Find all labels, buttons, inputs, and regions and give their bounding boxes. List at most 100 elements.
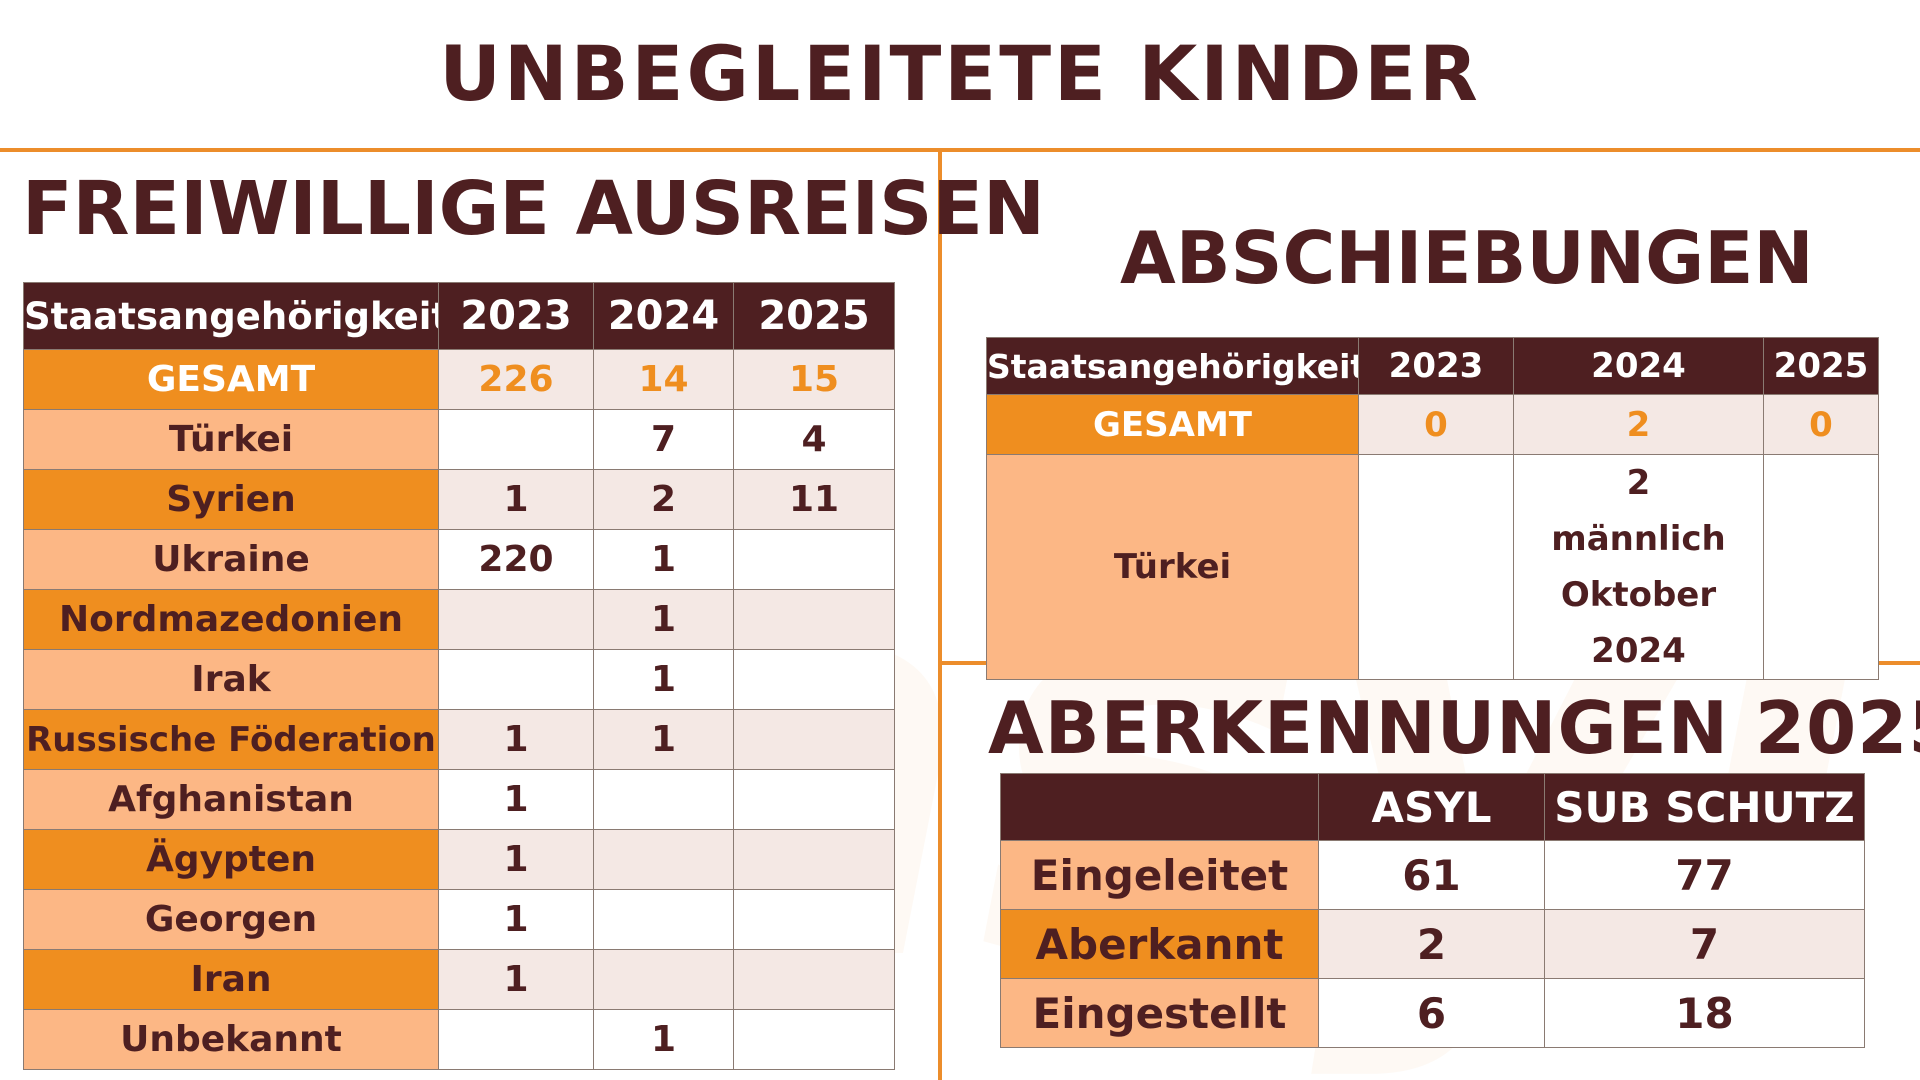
table-cell xyxy=(733,589,895,650)
total-value: 15 xyxy=(733,349,895,410)
column-header: 2025 xyxy=(733,282,895,350)
row-label: Russische Föderation xyxy=(23,709,439,770)
column-header: 2023 xyxy=(1358,337,1514,395)
total-value: 14 xyxy=(593,349,734,410)
abschiebungen-heading: ABSCHIEBUNGEN xyxy=(1120,216,1814,300)
table-header-row: Staatsangehörigkeit 2023 2024 2025 xyxy=(23,282,895,350)
table-row: Aberkannt 2 7 xyxy=(1000,909,1865,979)
column-header: Staatsangehörigkeit xyxy=(986,337,1359,395)
table-cell: 220 xyxy=(438,529,594,590)
abschiebungen-table: Staatsangehörigkeit 2023 2024 2025 GESAM… xyxy=(986,337,1879,680)
table-cell: 1 xyxy=(438,469,594,530)
table-cell xyxy=(593,889,734,950)
table-cell xyxy=(733,649,895,710)
divider-vertical xyxy=(938,150,942,1080)
table-row: Nordmazedonien 1 xyxy=(23,589,895,650)
row-label: Türkei xyxy=(23,409,439,470)
column-header: 2024 xyxy=(1513,337,1764,395)
table-cell xyxy=(733,709,895,770)
table-cell: 61 xyxy=(1318,840,1545,910)
table-row: Syrien 1 2 11 xyxy=(23,469,895,530)
total-value: 2 xyxy=(1513,394,1764,455)
row-label: Syrien xyxy=(23,469,439,530)
total-value: 0 xyxy=(1763,394,1879,455)
row-label: Ukraine xyxy=(23,529,439,590)
row-label: Iran xyxy=(23,949,439,1010)
table-cell: 2 xyxy=(593,469,734,530)
row-label: Eingeleitet xyxy=(1000,840,1319,910)
table-cell: 6 xyxy=(1318,978,1545,1048)
column-header: 2024 xyxy=(593,282,734,350)
table-cell xyxy=(1763,454,1879,680)
total-row: GESAMT 226 14 15 xyxy=(23,349,895,410)
freiwillige-ausreisen-table: Staatsangehörigkeit 2023 2024 2025 GESAM… xyxy=(23,282,895,1070)
table-cell: 1 xyxy=(593,1009,734,1070)
table-cell xyxy=(733,1009,895,1070)
table-cell: 2 xyxy=(1318,909,1545,979)
row-label: Irak xyxy=(23,649,439,710)
divider-top xyxy=(0,148,1920,152)
row-label: GESAMT xyxy=(23,349,439,410)
table-cell: 1 xyxy=(593,649,734,710)
row-label: Ägypten xyxy=(23,829,439,890)
column-header xyxy=(1000,773,1319,841)
table-cell xyxy=(733,769,895,830)
table-row: Iran 1 xyxy=(23,949,895,1010)
table-cell: 4 xyxy=(733,409,895,470)
table-row: Eingeleitet 61 77 xyxy=(1000,840,1865,910)
row-label: Türkei xyxy=(986,454,1359,680)
column-header: ASYL xyxy=(1318,773,1545,841)
table-row: Irak 1 xyxy=(23,649,895,710)
table-cell: 1 xyxy=(593,529,734,590)
table-cell: 1 xyxy=(593,709,734,770)
row-label: Afghanistan xyxy=(23,769,439,830)
table-row: Russische Föderation 1 1 xyxy=(23,709,895,770)
table-cell xyxy=(733,889,895,950)
table-cell xyxy=(733,829,895,890)
table-cell: 77 xyxy=(1544,840,1865,910)
total-value: 0 xyxy=(1358,394,1514,455)
table-cell xyxy=(593,829,734,890)
table-row: Ukraine 220 1 xyxy=(23,529,895,590)
table-cell xyxy=(593,769,734,830)
column-header: 2025 xyxy=(1763,337,1879,395)
table-row: Afghanistan 1 xyxy=(23,769,895,830)
column-header: SUB SCHUTZ xyxy=(1544,773,1865,841)
table-cell xyxy=(438,589,594,650)
table-row: Türkei 2 männlich Oktober 2024 xyxy=(986,454,1879,680)
total-value: 226 xyxy=(438,349,594,410)
column-header: 2023 xyxy=(438,282,594,350)
table-cell-detail: 2 männlich Oktober 2024 xyxy=(1513,454,1764,680)
table-cell xyxy=(438,1009,594,1070)
table-cell xyxy=(438,649,594,710)
row-label: Aberkannt xyxy=(1000,909,1319,979)
page-title: UNBEGLEITETE KINDER xyxy=(439,29,1481,118)
table-cell: 7 xyxy=(1544,909,1865,979)
table-cell xyxy=(733,949,895,1010)
aberkennungen-table: ASYL SUB SCHUTZ Eingeleitet 61 77 Aberka… xyxy=(1000,773,1865,1048)
row-label: GESAMT xyxy=(986,394,1359,455)
freiwillige-ausreisen-heading: FREIWILLIGE AUSREISEN xyxy=(22,166,1045,252)
table-cell xyxy=(593,949,734,1010)
aberkennungen-heading: ABERKENNUNGEN 2025 xyxy=(988,686,1920,770)
row-label: Eingestellt xyxy=(1000,978,1319,1048)
table-row: Unbekannt 1 xyxy=(23,1009,895,1070)
column-header: Staatsangehörigkeit xyxy=(23,282,439,350)
table-cell: 1 xyxy=(438,709,594,770)
row-label: Unbekannt xyxy=(23,1009,439,1070)
table-cell: 11 xyxy=(733,469,895,530)
table-header-row: Staatsangehörigkeit 2023 2024 2025 xyxy=(986,337,1879,395)
table-row: Ägypten 1 xyxy=(23,829,895,890)
table-cell xyxy=(438,409,594,470)
row-label: Georgen xyxy=(23,889,439,950)
table-cell: 1 xyxy=(438,889,594,950)
table-cell xyxy=(1358,454,1514,680)
table-cell: 1 xyxy=(438,829,594,890)
table-cell: 1 xyxy=(438,949,594,1010)
table-header-row: ASYL SUB SCHUTZ xyxy=(1000,773,1865,841)
row-label: Nordmazedonien xyxy=(23,589,439,650)
table-cell xyxy=(733,529,895,590)
table-cell: 1 xyxy=(438,769,594,830)
table-row: Eingestellt 6 18 xyxy=(1000,978,1865,1048)
table-cell: 18 xyxy=(1544,978,1865,1048)
